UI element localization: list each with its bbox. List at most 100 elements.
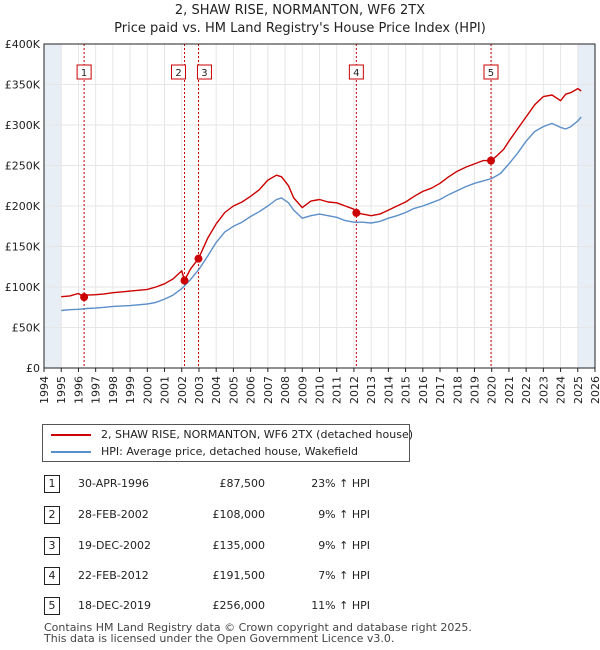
transaction-price: £256,000 [212,599,266,612]
x-tick-label: 2001 [159,376,172,404]
sale-label-1: 1 [76,64,92,80]
transaction-number: 5 [44,597,60,615]
transaction-price: £135,000 [212,539,266,552]
transaction-price: £108,000 [212,508,266,521]
chart-title: 2, SHAW RISE, NORMANTON, WF6 2TX [174,3,426,18]
property-price-line [61,87,582,298]
sale-label-4: 4 [348,64,364,80]
x-tick-label: 2014 [382,376,395,404]
x-tick-label: 2019 [468,376,481,404]
x-tick-label: 2024 [555,376,568,404]
x-tick-label: 2006 [245,376,258,404]
footer-license: This data is licensed under the Open Gov… [44,632,395,645]
y-tick-label: £0 [26,362,40,375]
y-tick-label: £50K [12,322,41,335]
y-tick-label: £250K [5,160,41,173]
x-tick-label: 2021 [503,376,516,404]
x-tick-label: 2012 [348,376,361,404]
sale-label-text: 3 [201,68,207,79]
y-tick-label: £400K [5,38,41,51]
table-row: 3 19-DEC-2002 £135,000 9% ↑ HPI [0,537,600,557]
x-tick-label: 1998 [107,376,120,404]
legend-label-property: 2, SHAW RISE, NORMANTON, WF6 2TX (detach… [101,428,414,441]
x-tick-label: 2011 [331,376,344,404]
x-tick-label: 1997 [90,376,103,404]
y-tick-label: £100K [5,281,41,294]
transaction-date: 28-FEB-2002 [78,508,149,521]
x-tick-label: 2015 [400,376,413,404]
transaction-hpi: 9% ↑ HPI [318,508,370,521]
sale-label-box [76,64,92,80]
y-tick-label: £300K [5,119,41,132]
transaction-number: 3 [44,537,60,555]
x-tick-label: 1995 [55,376,68,404]
sale-point-5 [486,156,495,165]
price-chart: 1 2 3 4 5 £0 £50K £100K £150K £200K £250K £300K £35… [5,38,600,404]
chart-legend: 2, SHAW RISE, NORMANTON, WF6 2TX (detach… [42,424,414,462]
x-tick-label: 2022 [520,376,533,404]
x-tick-label: 2010 [314,376,327,404]
transaction-number: 4 [44,567,60,585]
transaction-date: 30-APR-1996 [78,477,150,490]
sale-point-4 [352,208,361,217]
y-tick-label: £150K [5,241,41,254]
x-tick-label: 2007 [262,376,275,404]
sale-label-2: 2 [171,64,187,80]
sale-label-box [483,64,499,80]
sale-label-box [348,64,364,80]
sale-label-text: 2 [175,68,181,79]
x-tick-label: 2026 [589,376,600,404]
transaction-date: 22-FEB-2012 [78,569,149,582]
x-tick-label: 2020 [486,376,499,404]
x-tick-label: 1994 [38,376,51,404]
x-tick-label: 1999 [124,376,137,404]
table-row: 5 18-DEC-2019 £256,000 11% ↑ HPI [0,597,600,617]
x-tick-label: 2008 [279,376,292,404]
x-tick-label: 2005 [227,376,240,404]
table-row: 2 28-FEB-2002 £108,000 9% ↑ HPI [0,506,600,526]
table-row: 1 30-APR-1996 £87,500 23% ↑ HPI [0,475,600,495]
x-tick-label: 2023 [537,376,550,404]
transaction-date: 18-DEC-2019 [78,599,152,612]
transaction-hpi: 23% ↑ HPI [311,477,370,490]
transaction-price: £191,500 [212,569,266,582]
chart-subtitle: Price paid vs. HM Land Registry's House … [114,21,486,36]
transaction-hpi: 9% ↑ HPI [318,539,370,552]
transaction-hpi: 7% ↑ HPI [318,569,370,582]
transaction-price: £87,500 [219,477,266,490]
legend-label-hpi: HPI: Average price, detached house, Wake… [101,445,359,458]
sale-label-3: 3 [196,64,212,80]
sale-label-5: 5 [483,64,499,80]
table-row: 4 22-FEB-2012 £191,500 7% ↑ HPI [0,567,600,587]
x-tick-label: 2025 [572,376,585,404]
x-tick-label: 2018 [451,376,464,404]
x-tick-label: 2002 [176,376,189,404]
x-tick-label: 2003 [193,376,206,404]
sale-point-2 [180,276,189,285]
x-tick-label: 2016 [417,376,430,404]
legend-swatch-hpi [51,451,91,453]
x-tick-label: 2009 [296,376,309,404]
sale-point-1 [80,293,89,302]
sale-point-3 [194,254,203,263]
footer-copyright: Contains HM Land Registry data © Crown c… [44,621,472,634]
legend-swatch-property [51,434,91,436]
transaction-number: 1 [44,475,60,493]
transaction-number: 2 [44,506,60,524]
x-tick-label: 2017 [434,376,447,404]
x-tick-label: 2013 [365,376,378,404]
y-tick-label: £200K [5,200,41,213]
x-tick-label: 2004 [210,376,223,404]
x-tick-label: 1996 [72,376,85,404]
sale-label-text: 1 [81,68,87,79]
sale-label-box [196,64,212,80]
transaction-hpi: 11% ↑ HPI [311,599,370,612]
sale-label-text: 5 [488,68,494,79]
plot-frame [43,43,596,369]
transaction-date: 19-DEC-2002 [78,539,152,552]
x-tick-label: 2000 [141,376,154,404]
sale-label-box [171,64,187,80]
hpi-line [61,116,582,312]
sale-label-text: 4 [353,68,359,79]
y-tick-label: £350K [5,79,41,92]
